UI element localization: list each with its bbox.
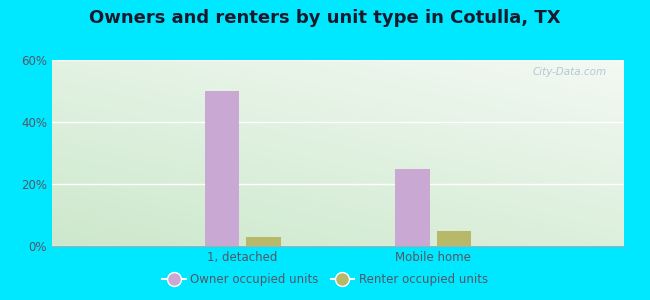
Bar [395,169,430,246]
Text: Owners and renters by unit type in Cotulla, TX: Owners and renters by unit type in Cotul… [89,9,561,27]
Bar [205,91,239,246]
Bar [437,230,471,246]
Text: City-Data.com: City-Data.com [533,68,607,77]
Bar [246,237,281,246]
Legend: Owner occupied units, Renter occupied units: Owner occupied units, Renter occupied un… [157,269,493,291]
